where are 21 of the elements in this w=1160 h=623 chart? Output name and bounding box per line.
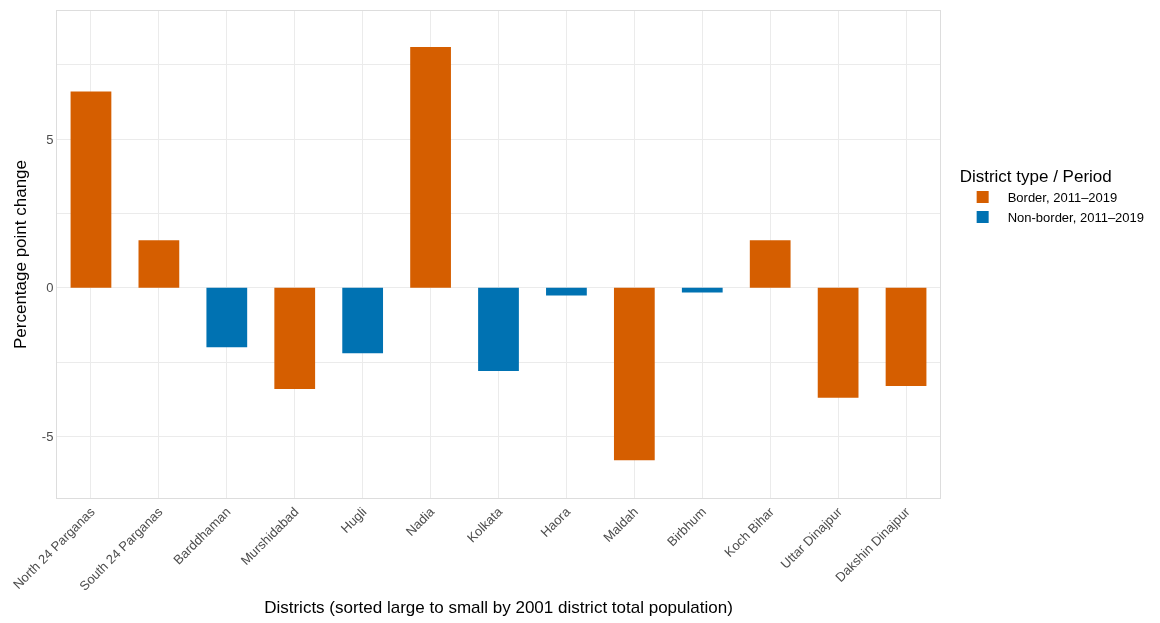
bar	[206, 287, 248, 348]
bar	[817, 287, 859, 398]
bar	[70, 91, 112, 288]
legend-label: Border, 2011–2019	[1007, 190, 1118, 206]
x-axis-title: Districts (sorted large to small by 2001 district total population)	[264, 597, 733, 617]
bar	[749, 240, 791, 288]
bar	[546, 287, 587, 296]
y-tick-label: 5	[46, 131, 54, 147]
legend-label: Non-border, 2011–2019	[1007, 210, 1145, 226]
legend-title: District type / Period	[959, 167, 1112, 187]
bar	[885, 287, 927, 386]
bar	[478, 287, 519, 372]
bar	[681, 287, 723, 293]
y-tick-label: 0	[46, 280, 54, 296]
y-axis-title: Percentage point change	[11, 159, 31, 350]
bar	[138, 240, 180, 288]
bar	[410, 46, 451, 288]
bar	[342, 287, 384, 354]
y-tick-label: -5	[41, 429, 54, 445]
bar	[274, 287, 316, 389]
bar	[613, 287, 655, 461]
